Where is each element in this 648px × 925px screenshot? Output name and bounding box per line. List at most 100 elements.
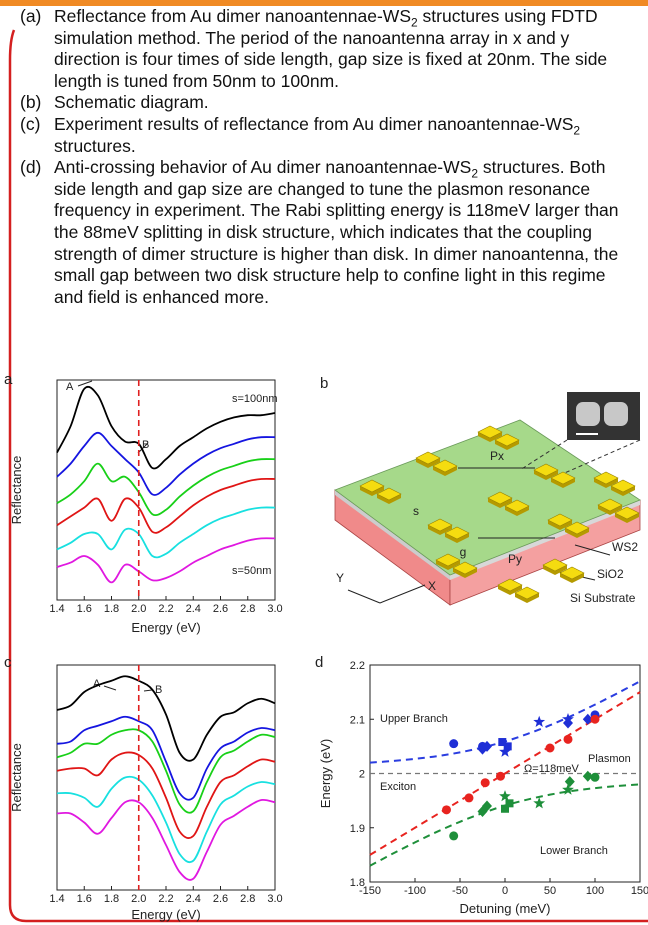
- subscript: 2: [471, 166, 479, 181]
- x-tick-label: 0: [502, 885, 508, 897]
- point: [501, 804, 509, 813]
- annotation-arrow: [103, 685, 117, 691]
- nanoantenna-side: [428, 525, 452, 535]
- x-axis-label: Detuning (meV): [459, 901, 550, 916]
- panel-letter: d: [315, 654, 323, 671]
- caption-text: Reflectance from Au dimer nanoantennae-W…: [54, 6, 632, 92]
- nanoantenna: [514, 586, 540, 600]
- nanoantenna-side: [498, 585, 522, 595]
- point: [480, 778, 490, 788]
- panel-letter: a: [4, 371, 13, 388]
- diagram-label: Si Substrate: [570, 591, 636, 605]
- nanoantenna: [376, 487, 402, 501]
- point: [545, 743, 555, 753]
- point: [562, 713, 574, 725]
- spectrum-line: [56, 431, 276, 496]
- nanoantenna-side: [416, 458, 440, 468]
- nanoantenna-side: [377, 494, 401, 504]
- nanoantenna: [610, 479, 636, 493]
- nanoantenna-side: [445, 533, 469, 543]
- x-tick-label: 2.8: [240, 893, 255, 905]
- y-axis-label: Reflectance: [9, 743, 24, 812]
- leader: [574, 544, 611, 556]
- diagram-label: Py: [508, 552, 522, 566]
- point: [505, 799, 514, 808]
- x-tick-label: 1.6: [77, 893, 92, 905]
- x-tick-label: 2.6: [213, 603, 228, 615]
- spectrum-line: [56, 715, 276, 801]
- point: [582, 770, 593, 782]
- nanoantenna-side: [615, 513, 639, 523]
- diagram-label: X: [428, 579, 436, 593]
- x-tick-label: 2.0: [131, 603, 146, 615]
- nanoantenna: [559, 566, 585, 580]
- panel-letter: b: [320, 375, 328, 392]
- nanoantenna: [444, 526, 470, 540]
- nanoantenna: [533, 463, 559, 477]
- point: [442, 805, 451, 815]
- point: [533, 797, 546, 809]
- spectrum-line: [56, 675, 276, 762]
- caption-item: (b) Schematic diagram.: [20, 92, 632, 114]
- annotation: s=100nm: [232, 393, 278, 405]
- y-tick-label: 2.1: [350, 714, 365, 726]
- sio2-layer: [450, 500, 640, 580]
- nanoantenna: [494, 433, 520, 447]
- subscript: 2: [411, 15, 418, 30]
- point: [499, 790, 511, 802]
- point: [499, 745, 511, 757]
- nanoantenna-side: [551, 478, 575, 488]
- y-tick-label: 2.2: [350, 660, 365, 672]
- nanoantenna-side: [560, 573, 584, 583]
- x-tick-label: 2.0: [131, 893, 146, 905]
- caption-run: structures.: [54, 135, 136, 156]
- spectrum-line: [56, 775, 276, 864]
- x-tick-label: 3.0: [267, 893, 282, 905]
- nanoantenna: [452, 561, 478, 575]
- caption-label: (a): [20, 6, 42, 26]
- x-tick-label: 2.8: [240, 603, 255, 615]
- nanoantenna-side: [515, 593, 539, 603]
- annotation: B: [155, 684, 162, 696]
- x-tick-label: 50: [544, 885, 556, 897]
- nanoantenna-side: [488, 498, 512, 508]
- nanoantenna: [477, 425, 503, 439]
- caption-run: structures. Both side length and gap siz…: [54, 157, 619, 307]
- subscript: 2: [573, 123, 581, 138]
- point: [503, 742, 512, 751]
- annotation: A: [66, 381, 74, 393]
- nanoantenna: [415, 451, 441, 465]
- nanoantenna: [487, 491, 513, 505]
- nanoantenna-side: [495, 440, 519, 450]
- y-axis-arrow: [347, 589, 381, 604]
- spectrum-line: [56, 385, 276, 470]
- ws2-layer: [334, 419, 641, 576]
- caption-text: Schematic diagram.: [54, 92, 632, 114]
- annotation-arrow: [77, 380, 93, 387]
- caption-label: (d): [20, 157, 42, 178]
- x-tick-label: 2.4: [186, 893, 201, 905]
- spectrum-line: [56, 728, 276, 814]
- header-bar: [0, 0, 648, 6]
- x-tick-label: 1.6: [77, 603, 92, 615]
- y-tick-label: 1.8: [350, 877, 365, 889]
- annotation: Plasmon: [588, 753, 631, 765]
- point: [482, 740, 492, 752]
- annotation: s=50nm: [232, 565, 271, 577]
- x-axis-label: Energy (eV): [131, 907, 200, 922]
- diagram-label: Y: [336, 571, 344, 585]
- caption-run: Reflectance from Au dimer nanoantennae-W…: [54, 6, 411, 26]
- x-tick-label: 1.8: [104, 603, 119, 615]
- x-tick-label: -100: [404, 885, 426, 897]
- nanoantenna-side: [534, 470, 558, 480]
- nanoantenna-side: [565, 528, 589, 538]
- x-tick-label: 3.0: [267, 603, 282, 615]
- nanoantenna: [497, 578, 523, 592]
- point: [464, 793, 474, 803]
- x-tick-label: 1.8: [104, 893, 119, 905]
- x-tick-label: 100: [586, 885, 604, 897]
- plot-frame: [56, 664, 276, 891]
- annotation-arrow: [137, 442, 149, 454]
- frame-border: [8, 29, 648, 923]
